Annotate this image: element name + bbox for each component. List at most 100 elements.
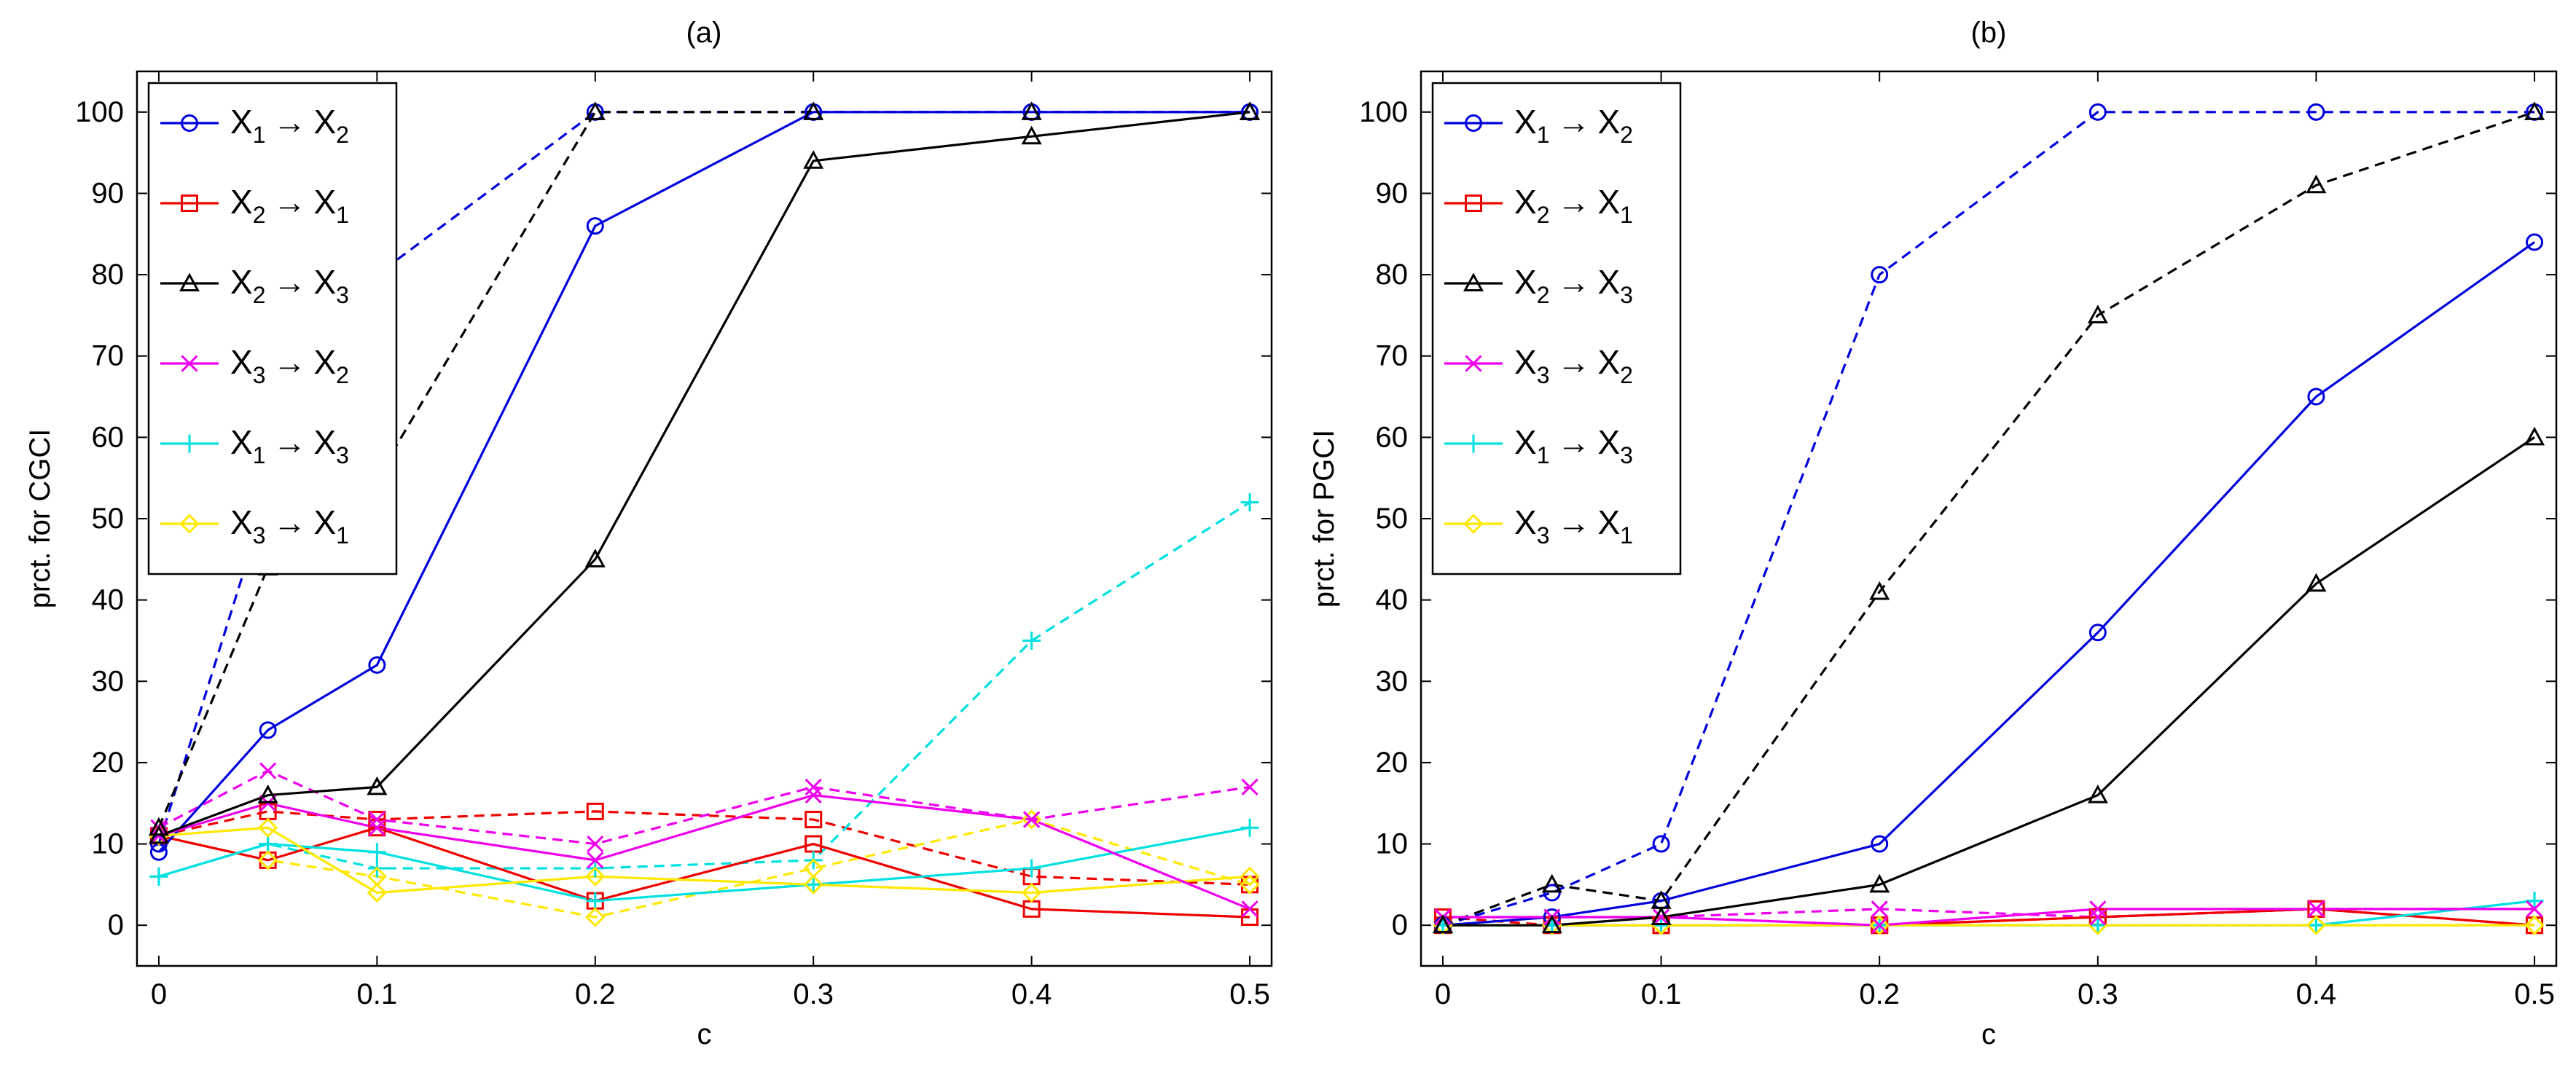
- y-tick-label: 60: [92, 421, 125, 453]
- data-point: [587, 852, 604, 869]
- legend-x: X: [1597, 103, 1620, 141]
- data-point: [2525, 892, 2544, 911]
- legend-marker: [1465, 355, 1482, 372]
- data-point: [2307, 388, 2325, 406]
- legend-label: X2 → X3: [230, 263, 349, 308]
- legend-subscript: 1: [1620, 522, 1633, 549]
- data-point: [803, 101, 824, 120]
- legend-subscript: 3: [1620, 282, 1633, 308]
- data-point: [259, 721, 277, 739]
- legend-x: X: [313, 183, 336, 221]
- x-tick-label: 0.5: [1229, 978, 1270, 1010]
- data-point: [1240, 101, 1261, 120]
- data-point: [257, 784, 278, 803]
- legend-x: X: [230, 423, 253, 461]
- data-point: [2306, 915, 2327, 935]
- data-point: [585, 907, 606, 927]
- x-tick-label: 0: [151, 978, 167, 1010]
- y-tick-label: 50: [92, 503, 125, 535]
- legend-x: X: [313, 103, 336, 141]
- legend-subscript: 2: [253, 282, 266, 308]
- y-tick-label: 50: [1376, 503, 1409, 535]
- legend-subscript: 1: [336, 522, 349, 549]
- data-point: [367, 843, 386, 862]
- series-line-dashed: [158, 810, 1250, 886]
- data-point: [1869, 873, 1890, 893]
- legend-x: X: [1597, 343, 1620, 381]
- legend-subscript: 3: [253, 522, 266, 549]
- series-line-solid: [158, 111, 1250, 837]
- y-tick-label: 80: [1376, 259, 1409, 291]
- legend-arrow: →: [1557, 343, 1590, 381]
- data-point: [1021, 101, 1042, 120]
- legend-x: X: [1514, 183, 1537, 221]
- legend-subscript: 2: [336, 362, 349, 388]
- x-tick-label: 0.3: [2078, 978, 2118, 1010]
- y-tick-label: 70: [92, 340, 125, 372]
- data-point: [258, 817, 278, 838]
- y-tick-label: 60: [1376, 421, 1409, 453]
- legend-x: X: [1597, 423, 1620, 461]
- y-tick-label: 100: [1359, 96, 1408, 128]
- y-axis-label: prct. for PGCI: [1308, 430, 1340, 608]
- data-point: [2526, 900, 2543, 918]
- data-point: [2088, 624, 2107, 642]
- legend-x: X: [230, 183, 253, 221]
- legend-subscript: 3: [1537, 522, 1550, 549]
- legend-label: X3 → X2: [230, 343, 349, 388]
- data-point: [2089, 900, 2107, 918]
- legend-x: X: [230, 263, 253, 301]
- x-axis-label: c: [1981, 1018, 1996, 1050]
- legend-marker: [1464, 434, 1483, 453]
- x-axis-label: c: [697, 1018, 712, 1050]
- legend-marker: [1463, 514, 1484, 534]
- y-tick-label: 20: [1376, 747, 1409, 779]
- x-tick-label: 0.2: [575, 978, 616, 1010]
- y-tick-label: 10: [1376, 828, 1409, 860]
- legend-marker: [181, 194, 198, 212]
- legend-label: X2 → X3: [1514, 263, 1633, 308]
- legend-subscript: 3: [253, 362, 266, 388]
- legend-marker: [179, 272, 200, 291]
- y-axis-label: prct. for CGCI: [24, 429, 56, 609]
- data-point: [1241, 778, 1258, 795]
- data-point: [587, 835, 604, 853]
- legend-label: X3 → X1: [230, 503, 349, 549]
- legend-subscript: 1: [253, 442, 266, 468]
- y-tick-label: 90: [1376, 177, 1409, 209]
- legend-arrow: →: [273, 503, 306, 541]
- data-point: [1240, 866, 1260, 887]
- legend-subscript: 1: [253, 122, 266, 148]
- y-tick-label: 40: [92, 584, 125, 616]
- data-point: [1022, 882, 1042, 903]
- data-point: [1651, 906, 1672, 926]
- data-point: [1871, 266, 1889, 284]
- legend-arrow: →: [273, 183, 306, 221]
- legend-x: X: [313, 263, 336, 301]
- y-tick-label: 90: [92, 177, 125, 209]
- legend: [1431, 82, 1682, 575]
- data-point: [148, 817, 169, 836]
- data-point: [804, 811, 823, 829]
- data-point: [259, 835, 278, 854]
- data-point: [804, 875, 823, 894]
- y-tick-label: 0: [1392, 909, 1408, 941]
- data-point: [1653, 908, 1670, 926]
- data-point: [2306, 573, 2327, 592]
- legend-arrow: →: [1557, 183, 1590, 221]
- legend-subscript: 2: [1537, 202, 1550, 228]
- legend-x: X: [1514, 503, 1537, 541]
- data-point: [2087, 784, 2108, 803]
- data-point: [1240, 818, 1259, 837]
- legend-x: X: [1597, 263, 1620, 301]
- data-point: [1652, 835, 1670, 853]
- data-point: [368, 819, 385, 836]
- data-point: [1871, 916, 1888, 934]
- legend-marker: [1465, 114, 1482, 132]
- legend-label: X1 → X3: [1514, 423, 1633, 468]
- x-tick-label: 0.5: [2514, 978, 2555, 1010]
- data-point: [803, 150, 824, 169]
- data-point: [1022, 631, 1041, 650]
- x-tick-label: 0: [1435, 978, 1451, 1010]
- data-point: [2088, 916, 2107, 935]
